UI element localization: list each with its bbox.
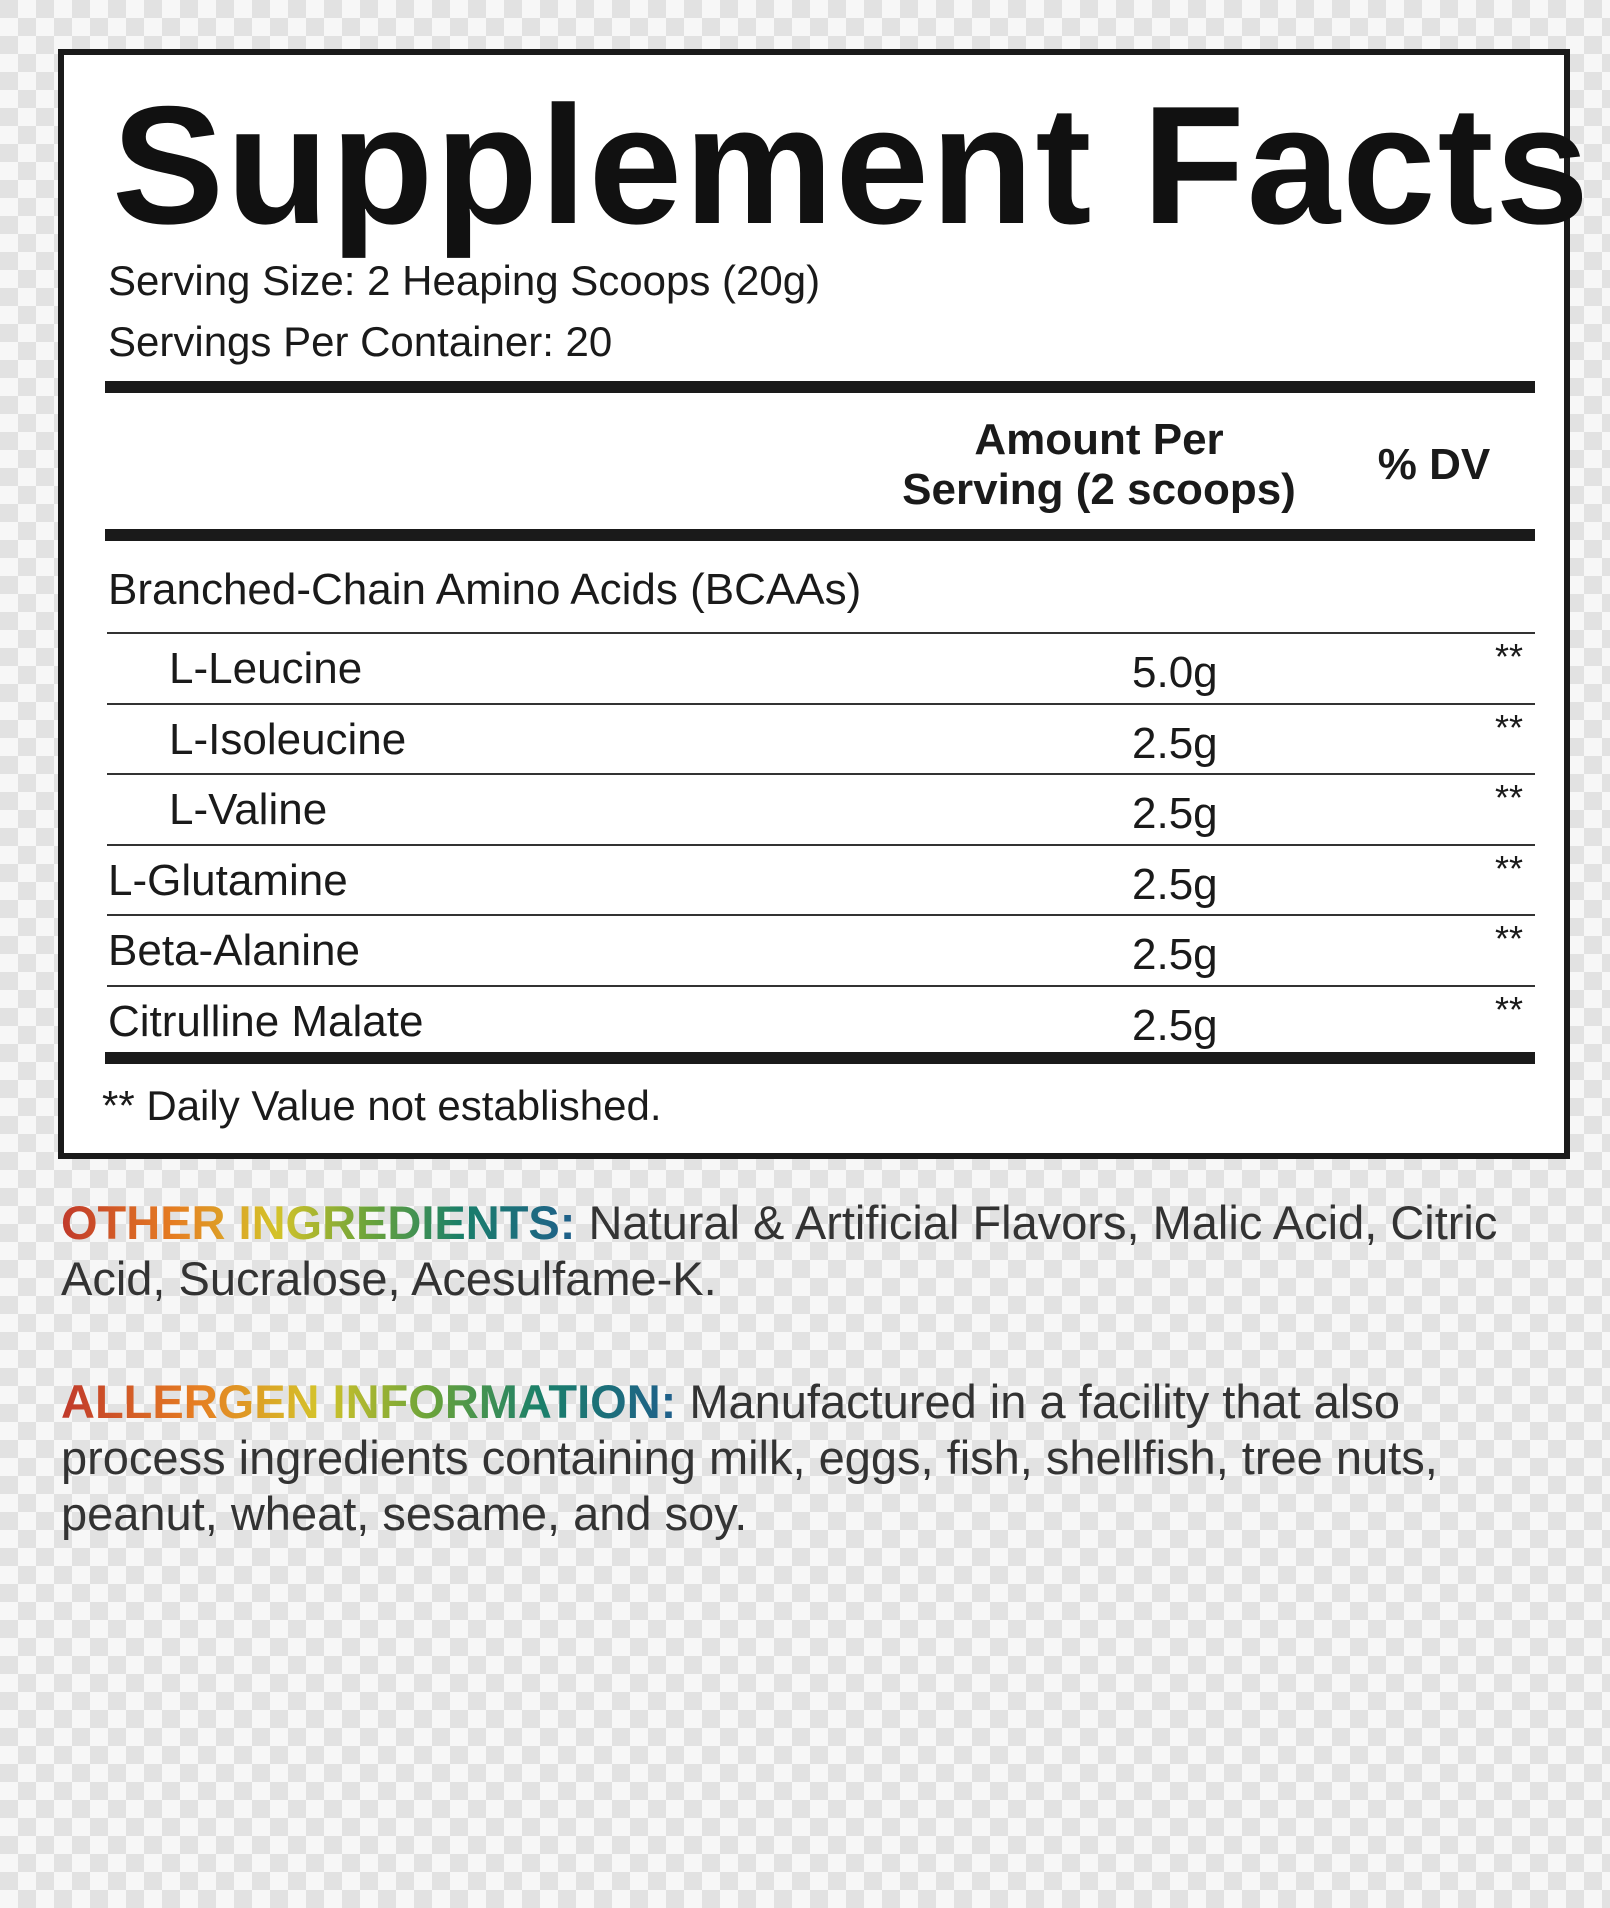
other-ingredients: OTHER INGREDIENTS: Natural & Artificial … (61, 1195, 1551, 1307)
row-divider (107, 702, 1535, 705)
divider (105, 1052, 1535, 1064)
serving-size: Serving Size: 2 Heaping Scoops (20g) (108, 257, 821, 304)
ingredient-amount: 2.5g (1132, 930, 1218, 979)
ingredient-row: L-Glutamine 2.5g ** (107, 846, 1535, 916)
dv-header: % DV (1377, 440, 1491, 489)
ingredient-row: Citrulline Malate 2.5g ** (107, 987, 1535, 1057)
divider (105, 529, 1535, 541)
row-divider (107, 632, 1535, 634)
ingredient-name: L-Valine (169, 785, 328, 834)
ingredient-name: Citrulline Malate (108, 996, 424, 1046)
row-divider (107, 914, 1535, 916)
row-divider (107, 843, 1535, 846)
amount-header-line: Serving (2 scoops) (902, 465, 1296, 514)
ingredient-amount: 2.5g (1132, 718, 1218, 768)
amount-header: Amount Per Serving (2 scoops) (854, 415, 1344, 515)
other-ingredients-text: Natural & Artificial Flavors, Malic Acid… (61, 1196, 1498, 1305)
ingredient-row: L-Isoleucine 2.5g ** (107, 705, 1535, 775)
ingredient-dv: ** (1495, 636, 1524, 677)
title: Supplement Facts (112, 71, 1591, 259)
ingredient-dv: ** (1495, 918, 1524, 959)
ingredient-name: L-Isoleucine (169, 714, 407, 764)
allergen-text: Manufactured in a facility that also pro… (61, 1375, 1438, 1540)
ingredient-amount: 5.0g (1132, 648, 1218, 697)
ingredient-amount: 2.5g (1132, 1000, 1218, 1050)
row-divider (107, 984, 1535, 987)
ingredient-amount: 2.5g (1132, 859, 1218, 909)
ingredient-name: L-Leucine (169, 644, 363, 693)
ingredient-name: L-Glutamine (108, 855, 348, 905)
amount-header-line: Amount Per (974, 415, 1224, 464)
ingredient-dv: ** (1495, 706, 1524, 748)
ingredient-dv: ** (1495, 988, 1524, 1030)
ingredient-row: Beta-Alanine 2.5g ** (107, 916, 1535, 986)
group-label: Branched-Chain Amino Acids (BCAAs) (108, 565, 862, 614)
servings-per-container: Servings Per Container: 20 (108, 318, 613, 365)
ingredient-amount: 2.5g (1132, 789, 1218, 838)
ingredient-name: Beta-Alanine (108, 926, 360, 975)
ingredient-dv: ** (1495, 777, 1524, 818)
ingredient-row: L-Valine 2.5g ** (107, 775, 1535, 845)
allergen-label: ALLERGEN INFORMATION: (61, 1375, 677, 1428)
footnote: ** Daily Value not established. (102, 1082, 662, 1129)
row-divider (107, 773, 1535, 775)
other-ingredients-label: OTHER INGREDIENTS: (61, 1196, 576, 1249)
ingredient-row: L-Leucine 5.0g ** (107, 634, 1535, 704)
facts-panel: Supplement Facts Serving Size: 2 Heaping… (58, 49, 1589, 1159)
allergen-info: ALLERGEN INFORMATION: Manufactured in a … (61, 1374, 1551, 1542)
divider (105, 381, 1535, 393)
ingredient-dv: ** (1495, 847, 1524, 889)
